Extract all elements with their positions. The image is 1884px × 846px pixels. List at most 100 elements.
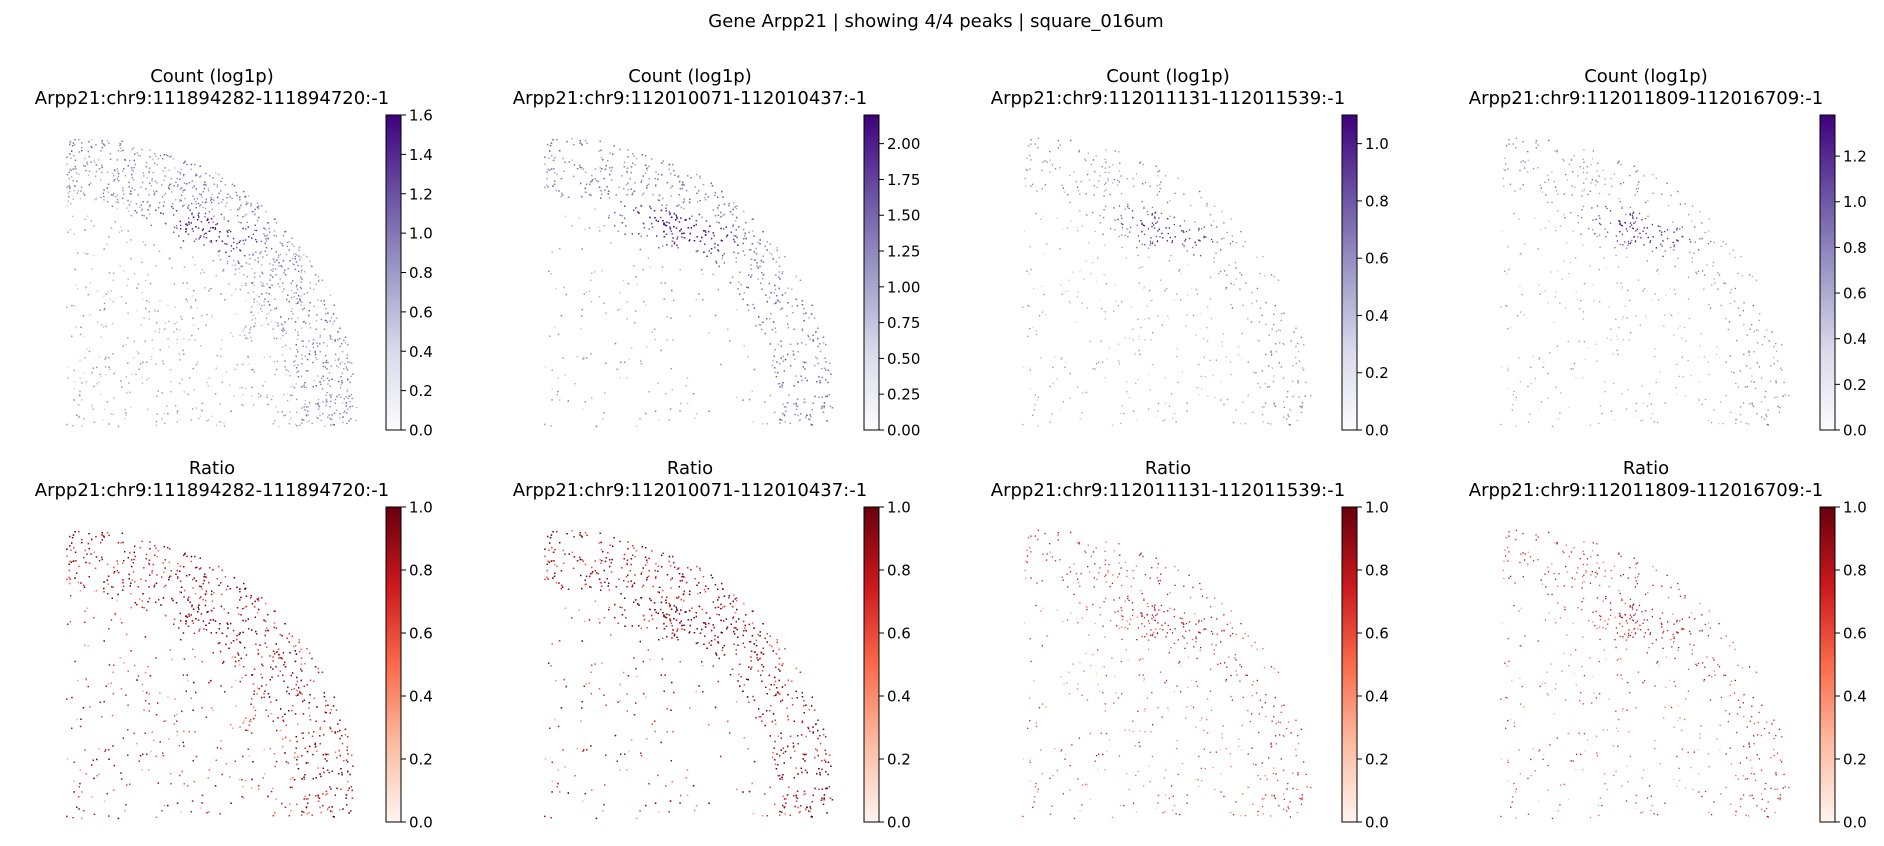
scatter-point xyxy=(114,221,117,224)
scatter-point xyxy=(211,315,213,317)
scatter-point xyxy=(750,249,752,251)
scatter-point xyxy=(805,343,807,346)
scatter-point xyxy=(702,184,705,186)
scatter-point xyxy=(144,279,147,282)
scatter-point xyxy=(108,423,110,425)
scatter-point xyxy=(259,395,262,397)
scatter-point xyxy=(350,418,352,420)
scatter-point xyxy=(256,229,258,232)
scatter-point xyxy=(751,243,754,245)
scatter-point xyxy=(148,205,151,208)
scatter-point xyxy=(129,193,131,195)
scatter-point xyxy=(247,226,249,228)
scatter-point xyxy=(326,392,328,394)
scatter-point xyxy=(332,423,334,426)
scatter-point xyxy=(256,206,258,208)
scatter-point xyxy=(197,328,200,330)
scatter-point xyxy=(787,353,789,356)
scatter-point xyxy=(79,394,81,397)
scatter-point xyxy=(111,322,114,325)
scatter-point xyxy=(579,164,581,166)
scatter-point xyxy=(286,245,288,247)
scatter-point xyxy=(325,398,328,401)
scatter-point xyxy=(69,190,71,193)
scatter-point xyxy=(116,168,118,170)
scatter-point xyxy=(345,405,347,407)
scatter-point xyxy=(307,314,310,316)
scatter-point xyxy=(265,317,267,319)
scatter-point xyxy=(206,381,208,384)
scatter-point xyxy=(296,371,298,374)
scatter-point xyxy=(294,329,296,331)
scatter-point xyxy=(200,221,203,223)
scatter-point xyxy=(732,226,734,228)
scatter-point xyxy=(250,205,252,207)
scatter-point xyxy=(742,250,744,252)
scatter-point xyxy=(185,227,187,230)
scatter-point xyxy=(120,226,122,228)
scatter-point xyxy=(218,236,220,238)
scatter-point xyxy=(795,375,797,377)
scatter-point xyxy=(312,361,314,364)
scatter-point xyxy=(304,271,306,273)
scatter-point xyxy=(326,345,328,347)
scatter-point xyxy=(164,175,166,177)
scatter-point xyxy=(643,301,645,303)
scatter-point xyxy=(117,173,120,175)
scatter-point xyxy=(128,204,131,207)
scatter-point xyxy=(283,272,285,274)
scatter-point xyxy=(272,264,274,266)
scatter-point xyxy=(645,155,647,157)
scatter-point xyxy=(817,362,819,365)
scatter-point xyxy=(175,210,178,212)
scatter-point xyxy=(246,221,248,223)
scatter-point xyxy=(263,233,265,235)
scatter-point xyxy=(74,159,77,161)
scatter-point xyxy=(192,317,194,319)
scatter-point xyxy=(792,354,794,356)
scatter-point xyxy=(819,382,821,384)
scatter-point xyxy=(646,187,648,189)
scatter-point xyxy=(314,350,316,352)
scatter-point xyxy=(163,194,165,196)
scatter-point xyxy=(769,318,771,320)
scatter-point xyxy=(196,307,199,309)
scatter-point xyxy=(644,172,647,174)
scatter-point xyxy=(329,320,331,322)
scatter-point xyxy=(693,225,695,227)
scatter-point xyxy=(76,192,79,194)
scatter-point xyxy=(584,171,587,173)
scatter-point xyxy=(192,187,194,189)
scatter-point xyxy=(88,156,90,158)
scatter-point xyxy=(264,298,266,300)
scatter-point xyxy=(812,340,814,342)
scatter-point xyxy=(287,400,289,402)
scatter-point xyxy=(325,308,327,310)
scatter-point xyxy=(106,187,108,189)
scatter-point xyxy=(275,222,278,224)
scatter-point xyxy=(300,265,303,267)
scatter-point xyxy=(261,264,263,266)
scatter-point xyxy=(113,169,116,171)
scatter-point xyxy=(708,230,710,233)
scatter-point xyxy=(183,182,186,184)
scatter-point xyxy=(86,161,88,163)
scatter-point xyxy=(301,407,303,409)
colorbar-tick-label: 1.6 xyxy=(409,107,433,125)
scatter-point xyxy=(344,410,346,412)
scatter-point xyxy=(91,372,93,374)
scatter-point xyxy=(301,386,303,388)
scatter-point xyxy=(104,366,107,368)
scatter-point xyxy=(787,302,789,304)
scatter-point xyxy=(211,218,213,220)
scatter-point xyxy=(340,396,342,398)
scatter-point xyxy=(174,323,176,325)
scatter-point xyxy=(791,305,793,307)
scatter-point xyxy=(157,310,159,312)
scatter-point xyxy=(770,313,772,315)
scatter-point xyxy=(654,338,656,341)
scatter-point xyxy=(155,363,157,365)
scatter-point xyxy=(784,421,786,423)
scatter-point xyxy=(351,405,354,407)
scatter-point xyxy=(305,322,307,324)
